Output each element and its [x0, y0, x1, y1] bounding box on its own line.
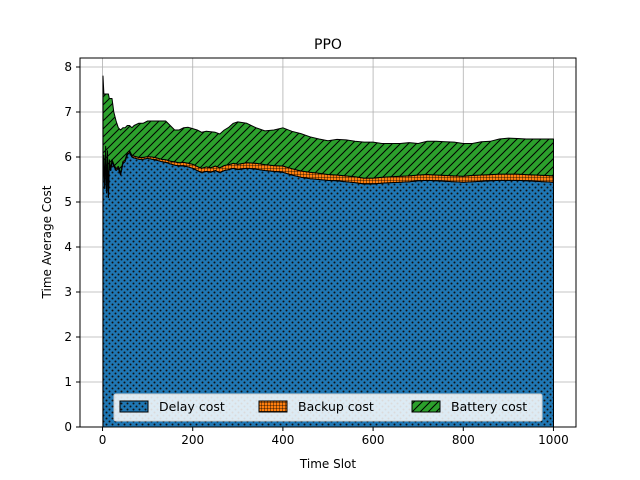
area-delay-cost — [102, 147, 554, 427]
area-battery-cost — [102, 75, 554, 197]
x-tick-label: 0 — [99, 433, 107, 447]
x-tick-label: 800 — [452, 433, 475, 447]
stacked-areas — [102, 75, 554, 427]
y-tick-label: 0 — [64, 420, 72, 434]
x-tick-label: 400 — [271, 433, 294, 447]
y-tick-label: 6 — [64, 150, 72, 164]
x-axis: 0 200 400 600 800 1000 — [99, 427, 569, 447]
plot-frame — [79, 57, 577, 428]
legend-swatch-battery-cost — [411, 400, 441, 413]
chart-title: PPO — [314, 37, 342, 53]
y-tick-label: 3 — [64, 285, 72, 299]
y-axis-label: Time Average Cost — [40, 185, 54, 299]
y-tick-label: 1 — [64, 375, 72, 389]
x-axis-label: Time Slot — [299, 457, 356, 471]
x-tick-label: 1000 — [538, 433, 569, 447]
y-tick-label: 5 — [64, 195, 72, 209]
y-axis: 0 1 2 3 4 5 6 7 8 — [64, 60, 80, 434]
x-tick-label: 600 — [362, 433, 385, 447]
y-tick-label: 7 — [64, 105, 72, 119]
x-tick-label: 200 — [181, 433, 204, 447]
y-tick-label: 2 — [64, 330, 72, 344]
legend: Delay cost Backup cost Battery cost — [113, 393, 543, 422]
legend-label-backup-cost: Backup cost — [298, 399, 374, 414]
legend-label-delay-cost: Delay cost — [159, 399, 225, 414]
y-tick-label: 4 — [64, 240, 72, 254]
y-tick-label: 8 — [64, 60, 72, 74]
legend-label-battery-cost: Battery cost — [451, 399, 527, 414]
legend-swatch-backup-cost — [258, 400, 288, 413]
legend-swatch-delay-cost — [119, 400, 149, 413]
